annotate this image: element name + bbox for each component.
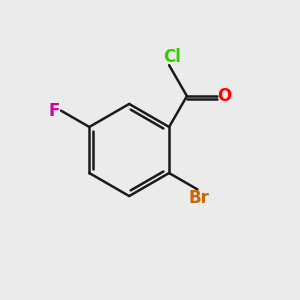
Text: Cl: Cl — [163, 48, 181, 66]
Text: Br: Br — [188, 189, 209, 207]
Text: F: F — [49, 102, 60, 120]
Text: O: O — [217, 87, 231, 105]
